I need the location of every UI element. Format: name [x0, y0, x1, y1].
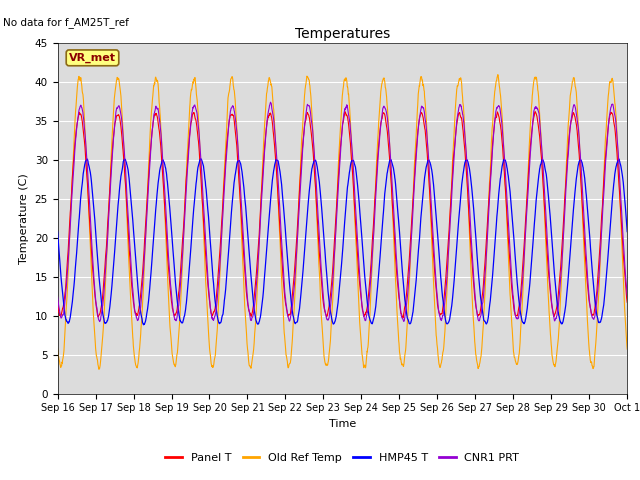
Y-axis label: Temperature (C): Temperature (C)	[19, 173, 29, 264]
Legend: Panel T, Old Ref Temp, HMP45 T, CNR1 PRT: Panel T, Old Ref Temp, HMP45 T, CNR1 PRT	[161, 448, 524, 467]
Text: VR_met: VR_met	[69, 53, 116, 63]
Text: No data for f_AM25T_ref: No data for f_AM25T_ref	[3, 17, 129, 28]
X-axis label: Time: Time	[329, 419, 356, 429]
Title: Temperatures: Temperatures	[295, 27, 390, 41]
